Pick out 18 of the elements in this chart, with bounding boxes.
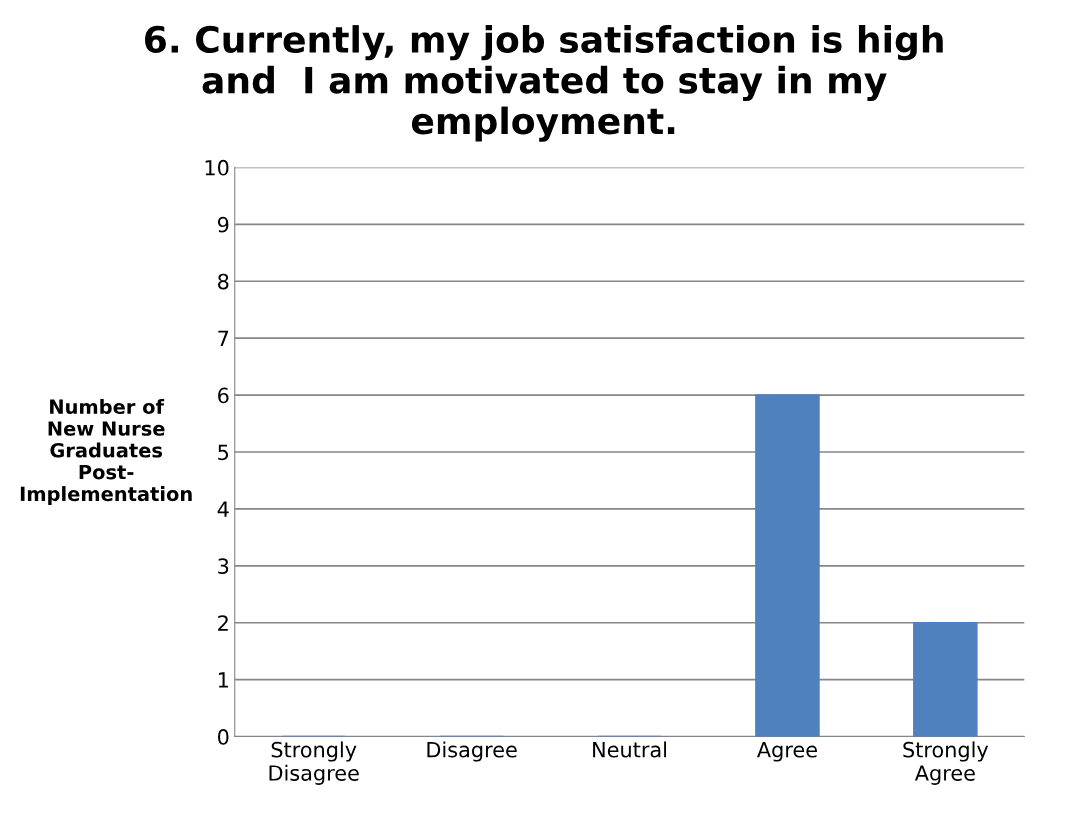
y-tick-label: 7: [218, 330, 229, 347]
x-tick-label: Disagree: [427, 741, 517, 762]
y-axis-title: Number of New Nurse Graduates Post- Implementation: [20, 399, 192, 505]
y-tick-label: 3: [218, 558, 229, 575]
x-tick-label: Strongly Disagree: [269, 741, 359, 785]
y-tick-label: 6: [218, 387, 229, 404]
chart-title: 6. Currently, my job satisfaction is high and I am motivated to stay in my employment.: [145, 25, 943, 142]
x-tick-label: Neutral: [593, 741, 667, 758]
y-tick-label: 8: [218, 273, 229, 290]
y-tick-label: 10: [205, 159, 229, 176]
y-tick-label: 0: [218, 729, 229, 745]
x-tick-label: Strongly Agree: [903, 741, 989, 785]
x-tick-label: Agree: [757, 742, 817, 762]
y-tick-label: 4: [217, 501, 229, 517]
y-tick-label: 9: [217, 216, 229, 233]
y-tick-label: 2: [218, 615, 228, 631]
y-tick-label: 1: [218, 672, 228, 688]
y-tick-label: 5: [218, 444, 229, 461]
